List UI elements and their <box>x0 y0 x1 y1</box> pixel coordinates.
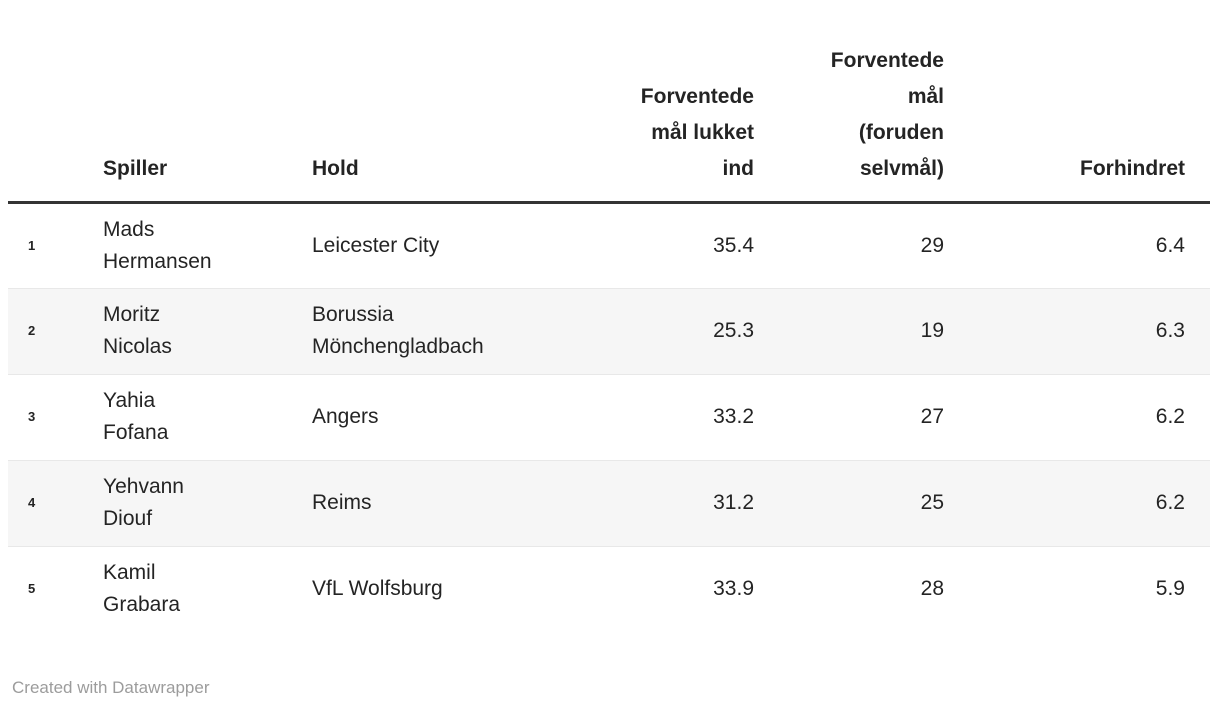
cell-team: Leicester City <box>312 202 562 289</box>
cell-goals-against: 28 <box>920 577 944 601</box>
cell-xg-against: 31.2 <box>562 460 762 547</box>
cell-goals-against: 29 <box>762 202 952 289</box>
cell-goals-against: 25 <box>762 460 952 547</box>
table-header: Spiller Hold Forventede mål lukket ind F… <box>8 0 1210 204</box>
column-header-xg-against-label: Forventede mål lukket ind <box>640 84 754 180</box>
column-header-goals-against-label: Forventede mål (foruden selvmål) <box>830 48 944 180</box>
column-header-prevented: Forhindret <box>952 0 1210 204</box>
cell-team: VfL Wolfsburg <box>312 546 562 632</box>
cell-player: Kamil Grabara <box>103 546 312 632</box>
column-header-player-label: Spiller <box>103 156 168 180</box>
cell-prevented: 6.2 <box>952 374 1210 461</box>
header-row: Spiller Hold Forventede mål lukket ind F… <box>8 0 1210 204</box>
table-body: 1 Mads Hermansen Leicester City 35.4 29 … <box>8 202 1210 632</box>
cell-xg-against: 33.9 <box>713 577 754 601</box>
cell-goals-against: 19 <box>762 288 952 375</box>
column-header-xg-against: Forventede mål lukket ind <box>562 0 762 204</box>
cell-player: Yahia Fofana <box>103 374 312 461</box>
player-name: Yehvann Diouf <box>103 475 184 530</box>
cell-player: Mads Hermansen <box>103 202 312 289</box>
column-header-team: Hold <box>312 0 562 204</box>
team-name: Angers <box>312 405 379 428</box>
cell-xg-against: 33.2 <box>562 374 762 461</box>
team-name: Leicester City <box>312 233 440 257</box>
cell-player: Moritz Nicolas <box>103 288 312 375</box>
table-row: 1 Mads Hermansen Leicester City 35.4 29 … <box>8 202 1210 289</box>
cell-rank: 5 <box>28 581 36 597</box>
team-name: Borussia Mönchengladbach <box>312 303 484 358</box>
cell-rank: 4 <box>8 460 103 547</box>
column-header-rank <box>8 0 103 204</box>
cell-prevented: 6.3 <box>952 288 1210 375</box>
column-header-player: Spiller <box>103 0 312 204</box>
player-name: Kamil Grabara <box>103 561 181 617</box>
column-header-goals-against: Forventede mål (foruden selvmål) <box>762 0 952 204</box>
cell-team: Borussia Mönchengladbach <box>312 288 562 375</box>
player-name: Moritz Nicolas <box>103 303 172 358</box>
cell-xg-against: 35.4 <box>562 202 762 289</box>
cell-goals-against: 27 <box>762 374 952 461</box>
cell-prevented: 5.9 <box>1155 577 1185 601</box>
cell-team: Reims <box>312 460 562 547</box>
team-name: Reims <box>312 491 372 514</box>
cell-prevented: 6.4 <box>952 202 1210 289</box>
cell-prevented: 6.2 <box>952 460 1210 547</box>
cell-player: Yehvann Diouf <box>103 460 312 547</box>
team-name: VfL Wolfsburg <box>312 577 443 601</box>
cell-xg-against: 25.3 <box>562 288 762 375</box>
table-row: 4 Yehvann Diouf Reims 31.2 25 6.2 <box>8 460 1210 547</box>
column-header-team-label: Hold <box>312 156 359 180</box>
column-header-prevented-label: Forhindret <box>1080 156 1185 180</box>
table-row: 2 Moritz Nicolas Borussia Mönchengladbac… <box>8 288 1210 375</box>
cell-rank: 2 <box>8 288 103 375</box>
cell-rank: 3 <box>8 374 103 461</box>
stats-table: Spiller Hold Forventede mål lukket ind F… <box>8 0 1210 632</box>
cell-rank: 1 <box>8 202 103 289</box>
table-row: 3 Yahia Fofana Angers 33.2 27 6.2 <box>8 374 1210 461</box>
player-name: Mads Hermansen <box>103 217 212 273</box>
player-name: Yahia Fofana <box>103 389 169 444</box>
table-row: 5 Kamil Grabara VfL Wolfsburg 33.9 28 5.… <box>8 546 1210 632</box>
datawrapper-attribution-link[interactable]: Created with Datawrapper <box>12 678 210 697</box>
cell-team: Angers <box>312 374 562 461</box>
